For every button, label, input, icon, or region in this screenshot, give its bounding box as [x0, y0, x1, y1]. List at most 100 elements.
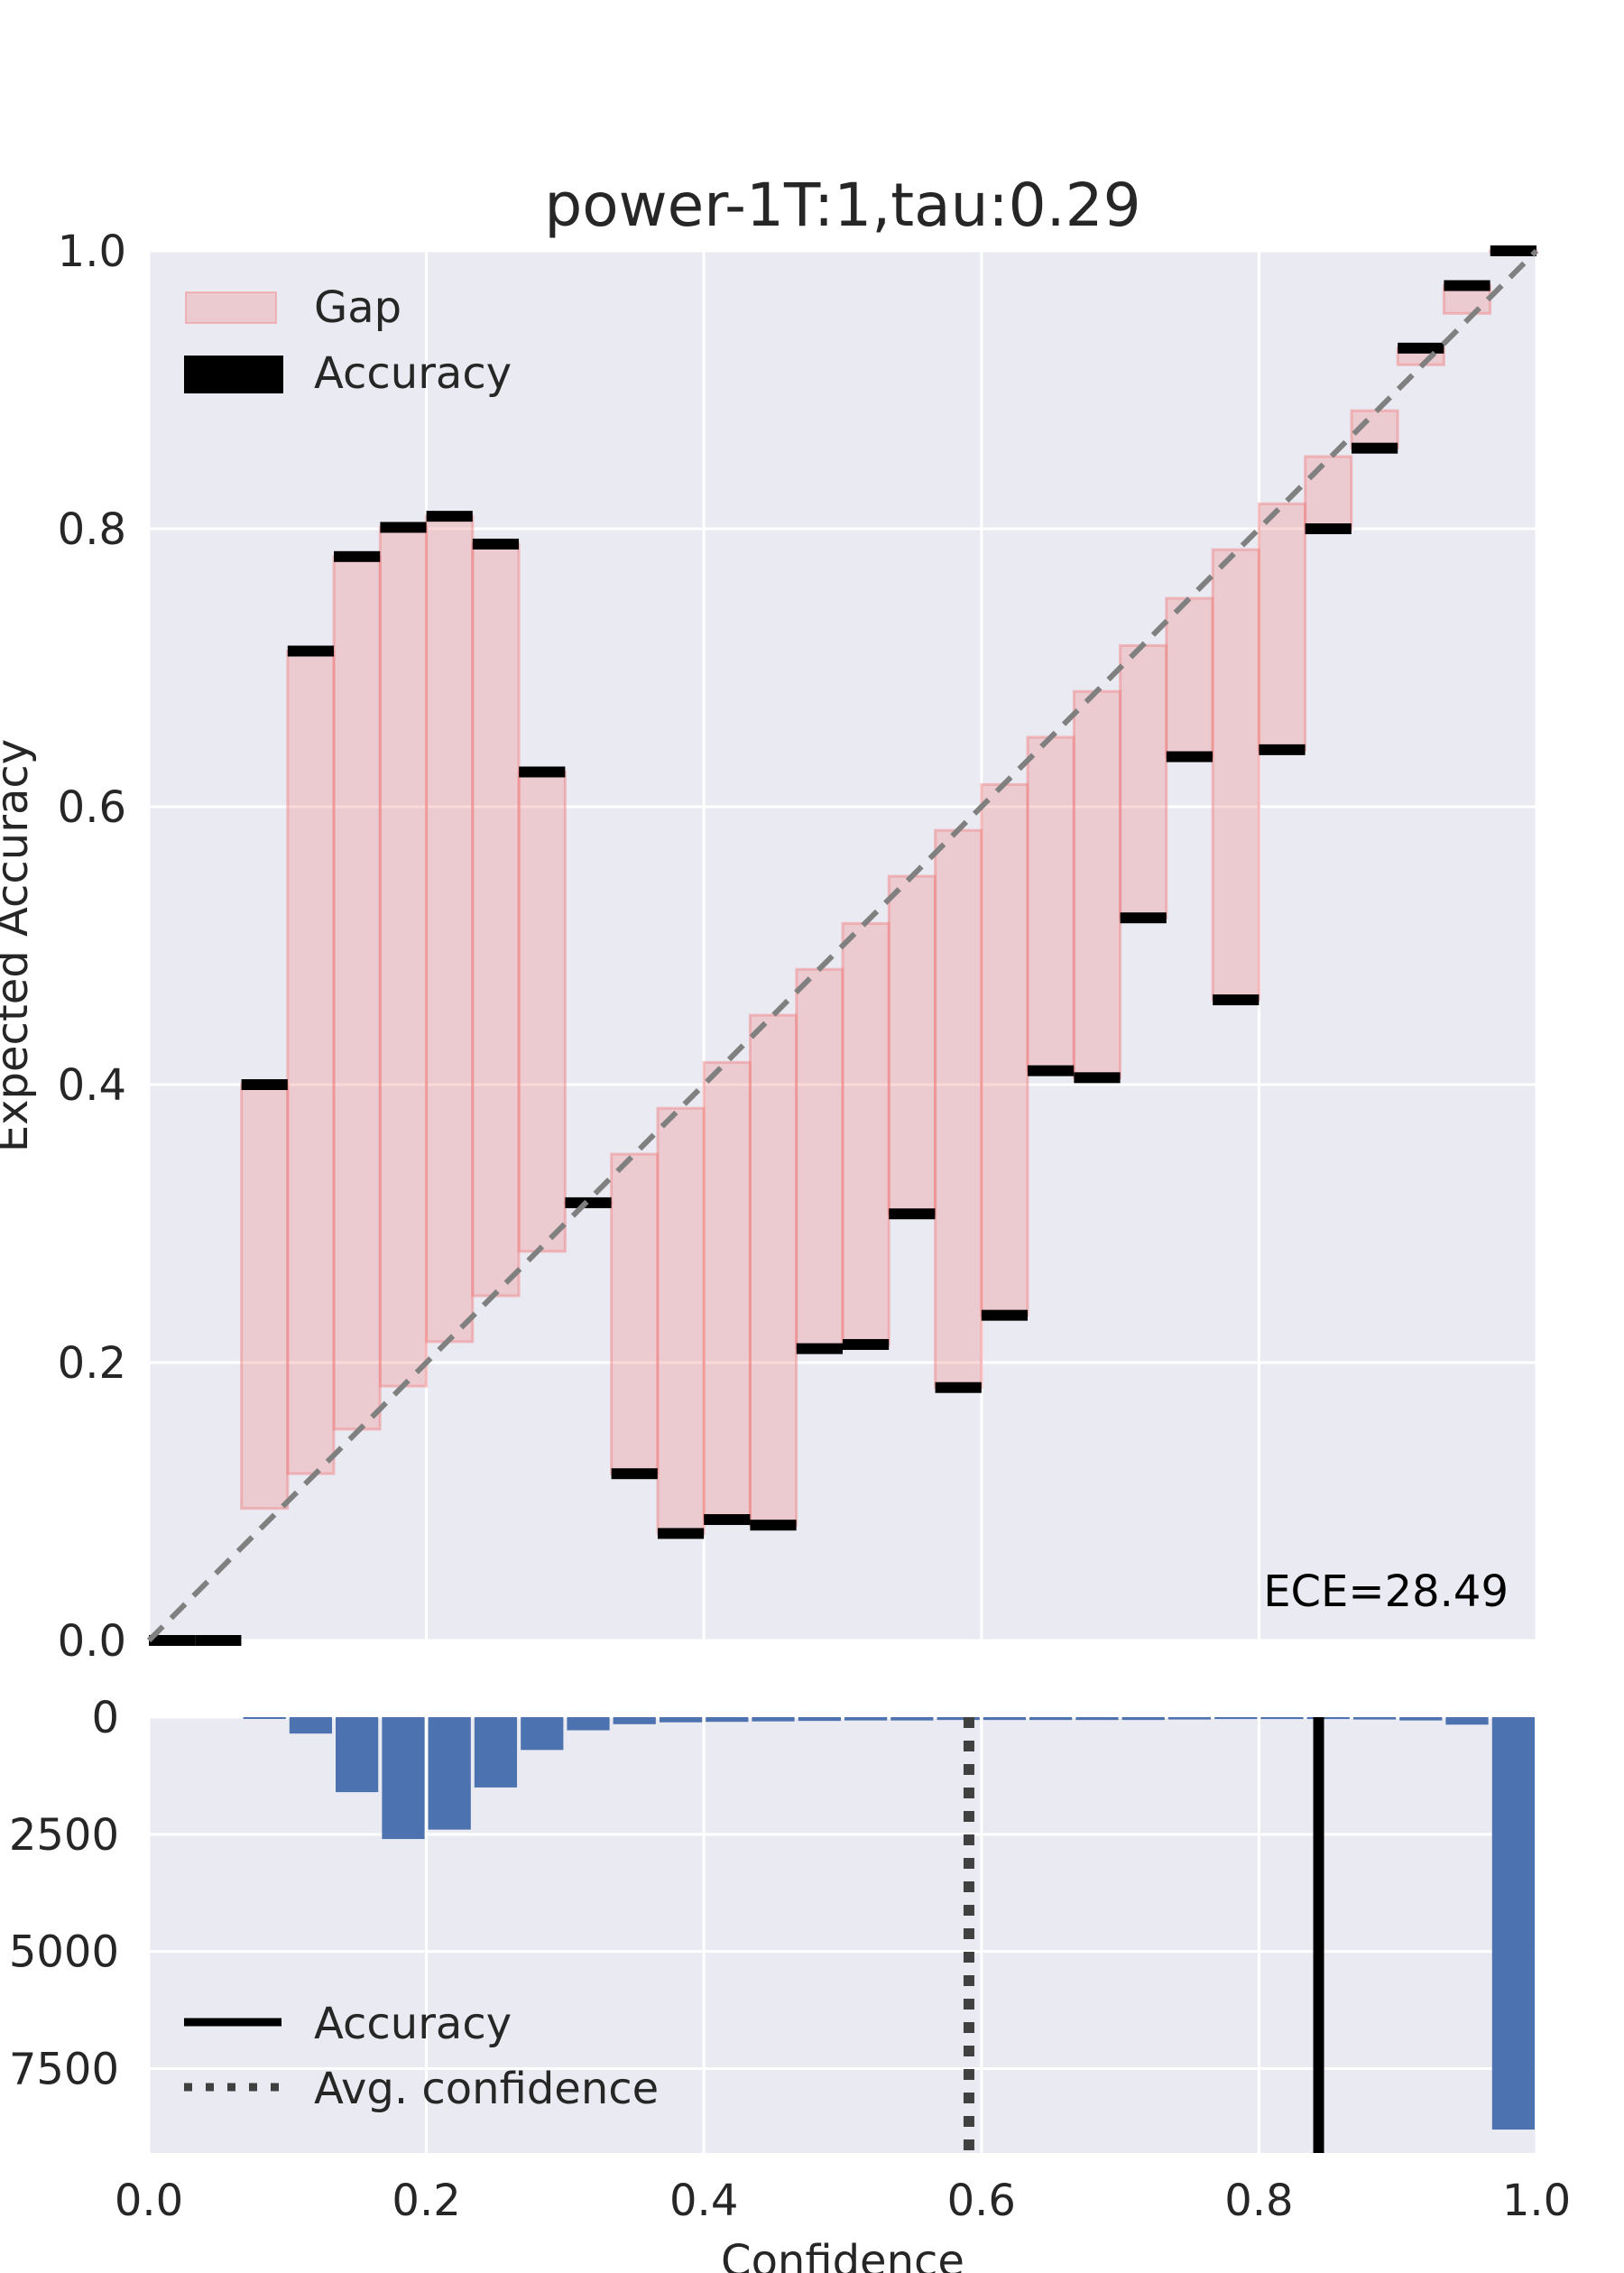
x-tick-label: 0.8 — [1224, 2176, 1293, 2226]
gap-bar — [1026, 735, 1075, 1073]
legend-accuracy-label: Accuracy — [314, 348, 512, 399]
histogram-grid — [147, 1715, 1538, 2153]
histogram-bar — [613, 1717, 656, 1724]
perfect-calibration-line — [146, 248, 1539, 1643]
y-tick-label: 0.4 — [58, 1060, 126, 1111]
y-tick-label: 1.0 — [58, 226, 126, 277]
gap-bar — [887, 874, 937, 1215]
y-tick-label: 0.6 — [58, 782, 126, 833]
legend-avg-confidence-label: Avg. confidence — [314, 2064, 659, 2114]
histogram-bar — [1306, 1717, 1350, 1720]
y-tick-label: 0.8 — [58, 504, 126, 555]
gap-bar — [656, 1106, 706, 1535]
accuracy-marker — [1120, 912, 1167, 924]
reliability-legend: Gap Accuracy — [184, 282, 512, 399]
gap-bars — [240, 249, 1538, 1535]
gap-bar — [1072, 689, 1122, 1079]
accuracy-marker — [704, 1514, 751, 1526]
histogram-bar — [937, 1717, 980, 1721]
accuracy-marker — [611, 1468, 658, 1480]
x-tick-label: 1.0 — [1502, 2176, 1571, 2226]
y-tick-label: 0.2 — [58, 1338, 126, 1389]
accuracy-marker — [750, 1520, 797, 1531]
accuracy-marker — [1305, 523, 1352, 534]
gap-bar — [1304, 455, 1353, 531]
legend-accuracy-line-label: Accuracy — [314, 1999, 512, 2049]
gap-bar — [934, 828, 983, 1390]
accuracy-marker — [981, 1309, 1029, 1321]
accuracy-marker — [1444, 280, 1490, 291]
gap-bar — [841, 921, 890, 1346]
histogram-bar — [428, 1717, 471, 1830]
accuracy-marker — [1398, 342, 1444, 354]
accuracy-marker — [843, 1338, 890, 1350]
y-tick-label: 0 — [91, 1693, 119, 1743]
y-tick-label: 2500 — [9, 1810, 119, 1861]
histogram-bar — [1075, 1717, 1119, 1721]
histogram-bar — [336, 1717, 379, 1793]
histogram-bar — [1167, 1717, 1212, 1720]
legend-gap-label: Gap — [314, 282, 401, 333]
reliability-panel: 0.0 0.2 0.4 0.6 0.8 1.0 power-1T:1,tau:0.29 E… — [0, 171, 1539, 1667]
gap-bar — [1257, 502, 1307, 752]
x-tick-label: 0.2 — [392, 2176, 460, 2226]
histogram-y-tick-labels: 0 2500 5000 7500 — [9, 1693, 119, 2095]
histogram-bar — [798, 1717, 841, 1722]
gap-bar — [1119, 643, 1168, 919]
accuracy-marker — [472, 538, 520, 550]
gap-bar — [286, 650, 336, 1475]
accuracy-marker — [657, 1528, 705, 1539]
gap-bar — [795, 967, 844, 1351]
x-tick-label: 0.4 — [669, 2176, 738, 2226]
y-tick-label: 0.0 — [58, 1616, 126, 1667]
accuracy-marker — [1490, 245, 1536, 256]
y-tick-label: 7500 — [9, 2045, 119, 2095]
accuracy-marker — [1166, 751, 1213, 762]
histogram-bar — [1121, 1717, 1165, 1721]
histogram-bar — [1352, 1717, 1397, 1720]
gap-bar — [610, 1152, 660, 1475]
histogram-bar — [243, 1717, 286, 1719]
gap-bar — [980, 782, 1029, 1317]
accuracy-marker — [149, 1635, 196, 1646]
accuracy-marker — [1213, 994, 1260, 1006]
histogram-bar — [890, 1717, 934, 1721]
accuracy-marker — [380, 522, 427, 533]
accuracy-marker — [1074, 1072, 1121, 1084]
accuracy-marker — [287, 645, 335, 657]
gap-bar — [378, 525, 429, 1388]
accuracy-marker — [334, 550, 381, 562]
histogram-bar — [382, 1717, 425, 1840]
accuracy-markers — [149, 245, 1536, 1646]
histogram-legend: Accuracy Avg. confidence — [184, 1999, 659, 2114]
reliability-grid — [147, 249, 1538, 1642]
histogram-bar — [1260, 1717, 1304, 1720]
gap-bar — [517, 771, 567, 1253]
histogram-bar — [983, 1717, 1027, 1721]
histogram-bar — [1029, 1717, 1073, 1721]
y-tick-label: 5000 — [9, 1927, 119, 1978]
histogram-bar — [1214, 1717, 1258, 1720]
histogram-bar — [659, 1717, 703, 1723]
gap-bar — [702, 1060, 752, 1521]
accuracy-marker — [935, 1381, 982, 1393]
gap-bar — [1165, 596, 1214, 759]
gap-bar — [1211, 548, 1260, 1002]
legend-accuracy-swatch — [184, 356, 283, 393]
histogram-bars — [243, 1717, 1535, 2130]
x-tick-label: 0.0 — [115, 2176, 183, 2226]
accuracy-marker — [1259, 744, 1306, 755]
histogram-bar — [706, 1717, 749, 1723]
x-tick-label: 0.6 — [947, 2176, 1016, 2226]
accuracy-marker — [565, 1197, 612, 1208]
x-tick-labels: 0.0 0.2 0.4 0.6 0.8 1.0 — [115, 2176, 1571, 2226]
accuracy-marker — [519, 766, 566, 778]
histogram-bar — [474, 1717, 518, 1788]
accuracy-marker — [1351, 442, 1398, 454]
histogram-bar — [289, 1717, 333, 1734]
histogram-bar — [1491, 1717, 1535, 2130]
y-axis-label: Expected Accuracy — [0, 739, 38, 1152]
gap-bar — [471, 542, 521, 1298]
histogram-bar — [752, 1717, 795, 1722]
accuracy-marker — [426, 511, 473, 522]
